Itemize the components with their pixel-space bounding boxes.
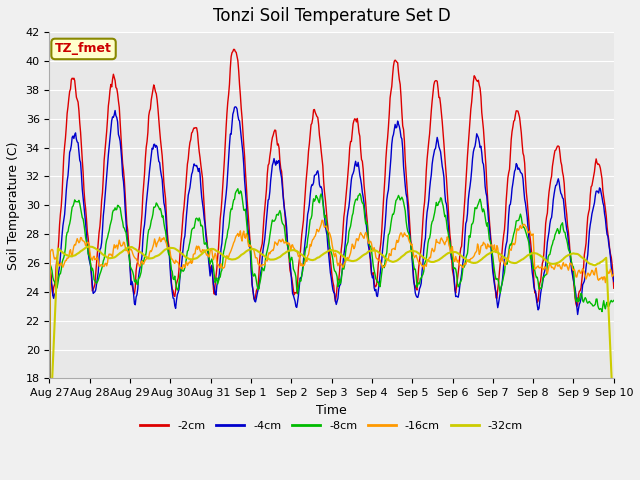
Line: -2cm: -2cm [49, 49, 614, 455]
-32cm [86, 244, 93, 250]
-8cm [45, 447, 53, 453]
-8cm [558, 221, 566, 227]
-4cm [45, 449, 53, 455]
-32cm [197, 252, 205, 258]
-32cm [138, 251, 146, 256]
-8cm [138, 269, 145, 275]
-2cm [558, 162, 566, 168]
X-axis label: Time: Time [316, 404, 347, 417]
Title: Tonzi Soil Temperature Set D: Tonzi Soil Temperature Set D [212, 7, 451, 25]
-4cm [522, 201, 529, 206]
-16cm [558, 266, 566, 272]
-32cm [230, 256, 238, 262]
Text: TZ_fmet: TZ_fmet [55, 42, 112, 56]
-16cm [230, 240, 237, 246]
-8cm [196, 217, 204, 223]
-8cm [234, 186, 242, 192]
-4cm [138, 259, 145, 264]
-4cm [232, 104, 239, 109]
-8cm [61, 245, 69, 251]
-32cm [558, 257, 566, 263]
-2cm [61, 135, 69, 141]
Line: -32cm: -32cm [49, 247, 614, 442]
Legend: -2cm, -4cm, -8cm, -16cm, -32cm: -2cm, -4cm, -8cm, -16cm, -32cm [136, 416, 527, 435]
-32cm [45, 439, 53, 444]
-16cm [45, 443, 53, 449]
Line: -4cm: -4cm [49, 107, 614, 452]
-2cm [138, 220, 145, 226]
-2cm [45, 452, 53, 457]
-8cm [522, 228, 529, 234]
Line: -8cm: -8cm [49, 189, 614, 450]
-16cm [61, 257, 69, 263]
-4cm [610, 278, 618, 284]
-4cm [558, 192, 566, 198]
-32cm [610, 424, 618, 430]
-8cm [610, 298, 618, 303]
-16cm [196, 248, 204, 253]
-8cm [230, 197, 237, 203]
-4cm [230, 108, 237, 114]
-2cm [230, 47, 237, 52]
Line: -16cm: -16cm [49, 220, 614, 446]
-2cm [230, 47, 238, 52]
-4cm [61, 200, 69, 206]
-16cm [610, 271, 618, 277]
-32cm [522, 254, 529, 260]
-2cm [610, 285, 618, 291]
-16cm [138, 259, 145, 265]
-32cm [61, 252, 69, 257]
-2cm [522, 177, 529, 182]
Y-axis label: Soil Temperature (C): Soil Temperature (C) [7, 141, 20, 269]
-16cm [318, 217, 326, 223]
-4cm [196, 171, 204, 177]
-2cm [196, 155, 204, 160]
-16cm [522, 223, 529, 229]
